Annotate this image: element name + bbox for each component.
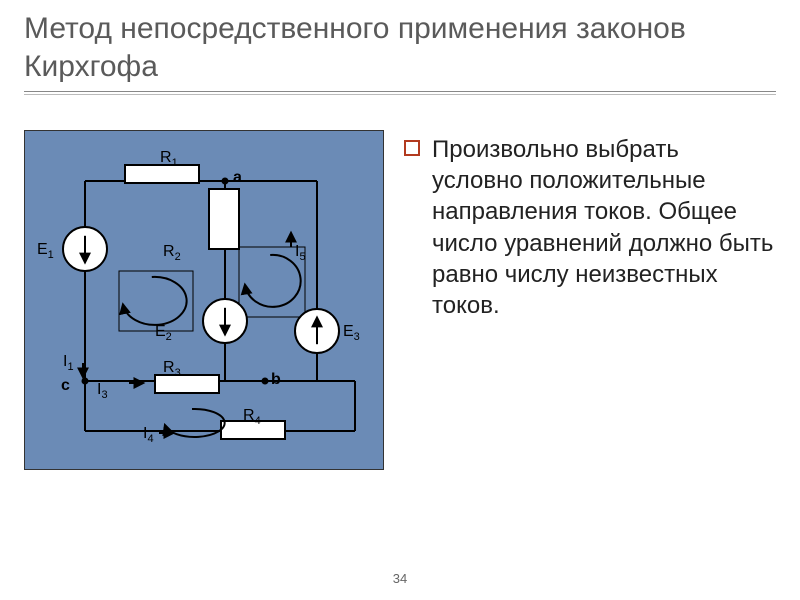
- circuit-label-c: c: [61, 377, 70, 395]
- bullet-text: Произвольно выбрать условно положительны…: [432, 134, 776, 321]
- text-block: Произвольно выбрать условно положительны…: [404, 130, 776, 560]
- circuit-label-E1: E1: [37, 241, 54, 261]
- circuit-label-R2: R2: [163, 243, 181, 263]
- content-row: R1 a E1 R2 I5 E2 E3 I1 R3 b c I3 I4 R4 Произвольно вы…: [24, 130, 776, 560]
- title-rule-2: [24, 94, 776, 95]
- circuit-label-E3: E3: [343, 323, 360, 343]
- title-rule: [24, 91, 776, 92]
- circuit-label-R1: R1: [160, 149, 178, 169]
- circuit-label-R3: R3: [163, 359, 181, 379]
- circuit-label-I3: I3: [97, 381, 108, 401]
- circuit-label-b: b: [271, 371, 281, 389]
- circuit-svg: [25, 131, 385, 471]
- circuit-label-E2: E2: [155, 323, 172, 343]
- bullet-row: Произвольно выбрать условно положительны…: [404, 134, 776, 321]
- page-title: Метод непосредственного применения закон…: [24, 10, 776, 85]
- circuit-label-I5: I5: [295, 243, 306, 263]
- circuit-label-I1: I1: [63, 353, 74, 373]
- square-bullet-icon: [404, 140, 420, 156]
- circuit-label-a: a: [233, 169, 242, 187]
- circuit-label-I4: I4: [143, 425, 154, 445]
- circuit-label-R4: R4: [243, 407, 261, 427]
- page-number: 34: [0, 571, 800, 586]
- circuit-diagram: R1 a E1 R2 I5 E2 E3 I1 R3 b c I3 I4 R4: [24, 130, 384, 470]
